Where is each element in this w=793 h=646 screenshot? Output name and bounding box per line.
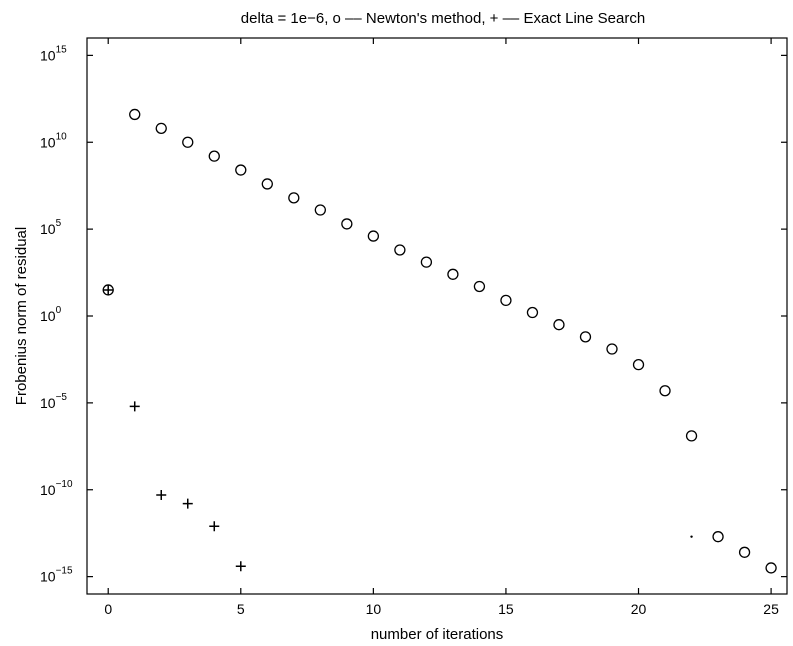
chart-title: delta = 1e−6, o –– Newton's method, + ––… bbox=[241, 10, 645, 27]
newton-point bbox=[420, 256, 433, 268]
plot-frame bbox=[86, 37, 788, 595]
x-tick-label: 5 bbox=[237, 601, 245, 617]
line-search-point bbox=[182, 498, 193, 509]
plot-area bbox=[102, 108, 777, 574]
y-tick-base: 10 bbox=[40, 47, 56, 63]
y-tick-exponent: 5 bbox=[56, 218, 62, 229]
x-tick-label: 15 bbox=[498, 601, 514, 617]
newton-point bbox=[314, 204, 326, 216]
line-search-point bbox=[103, 284, 114, 295]
newton-point bbox=[261, 178, 273, 190]
x-tick-label: 20 bbox=[631, 601, 647, 617]
newton-point bbox=[208, 150, 220, 162]
y-tick-exponent: −10 bbox=[56, 479, 73, 490]
newton-point bbox=[526, 306, 539, 319]
newton-point bbox=[129, 108, 141, 121]
y-tick-exponent: 10 bbox=[56, 131, 68, 142]
x-tick-label: 0 bbox=[104, 601, 112, 617]
newton-point bbox=[341, 218, 353, 230]
y-tick-exponent: 0 bbox=[56, 305, 62, 316]
newton-point bbox=[606, 343, 618, 355]
newton-point bbox=[579, 331, 592, 343]
x-tick-label: 10 bbox=[366, 601, 382, 617]
y-axis-label: Frobenius norm of residual bbox=[13, 227, 30, 405]
newton-point bbox=[155, 122, 167, 135]
line-search-point bbox=[209, 521, 220, 532]
x-axis: 0 5 10 15 20 25 bbox=[104, 38, 779, 617]
y-tick-exponent: 15 bbox=[56, 44, 68, 55]
y-tick-base: 10 bbox=[40, 134, 56, 150]
newton-point bbox=[553, 319, 565, 331]
x-tick-label: 25 bbox=[763, 601, 779, 617]
newton-point bbox=[738, 546, 751, 558]
newton-point bbox=[394, 244, 406, 256]
dot-point bbox=[690, 535, 693, 538]
newton-point bbox=[765, 562, 777, 574]
newton-point bbox=[712, 531, 724, 543]
newton-point bbox=[632, 358, 645, 371]
newton-point bbox=[182, 136, 194, 148]
y-tick-base: 10 bbox=[40, 395, 56, 411]
y-tick-label: 1015 bbox=[40, 44, 67, 63]
y-tick-label: 100 bbox=[40, 305, 62, 324]
y-tick-base: 10 bbox=[40, 482, 56, 498]
newton-point bbox=[288, 192, 300, 204]
y-tick-exponent: −15 bbox=[56, 566, 73, 577]
x-axis-label: number of iterations bbox=[371, 626, 504, 643]
newton-point bbox=[367, 230, 380, 242]
newton-point bbox=[235, 164, 247, 176]
y-tick-base: 10 bbox=[40, 569, 56, 585]
line-search-point bbox=[129, 401, 140, 412]
newton-point bbox=[500, 294, 512, 307]
line-search-point bbox=[156, 489, 167, 500]
newton-point bbox=[685, 430, 698, 442]
y-tick-base: 10 bbox=[40, 308, 56, 324]
newton-point bbox=[659, 385, 671, 397]
y-tick-label: 10−5 bbox=[40, 392, 67, 411]
y-tick-label: 10−10 bbox=[40, 479, 73, 498]
y-tick-label: 105 bbox=[40, 218, 62, 237]
newton-point bbox=[447, 268, 459, 280]
y-tick-label: 1010 bbox=[40, 131, 67, 150]
newton-point bbox=[473, 280, 486, 293]
y-tick-base: 10 bbox=[40, 221, 56, 237]
line-search-point bbox=[235, 561, 246, 572]
y-tick-label: 10−15 bbox=[40, 566, 73, 585]
y-tick-exponent: −5 bbox=[56, 392, 68, 403]
